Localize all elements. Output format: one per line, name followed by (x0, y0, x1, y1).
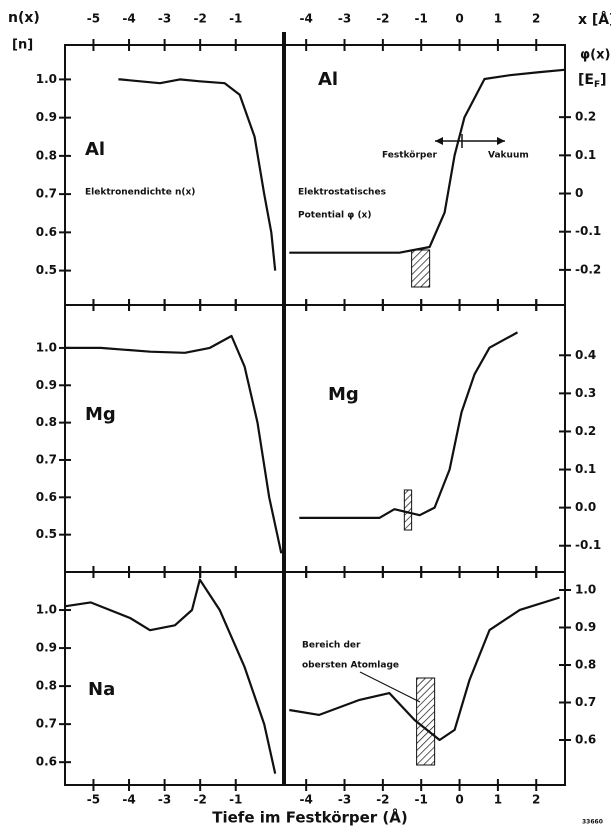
x-tick-label: 2 (532, 793, 540, 807)
frame (64, 44, 566, 786)
x-tick-label: -1 (229, 793, 242, 807)
x-tick-label: -2 (376, 12, 389, 26)
annotation: obersten Atomlage (302, 661, 399, 671)
x-tick-label: -4 (122, 793, 135, 807)
y-tick-label: 0.2 (575, 110, 596, 124)
x-tick-label: -1 (415, 12, 428, 26)
x-tick-label: -3 (158, 12, 171, 26)
y-tick-label: 0.8 (575, 658, 596, 672)
x-tick-label: -3 (158, 793, 171, 807)
y-tick-label: 0.8 (36, 679, 57, 693)
atom-layer-band (411, 249, 431, 288)
x-tick-label: 0 (455, 12, 463, 26)
y-tick-label: 0.7 (36, 187, 57, 201)
annotation: Al (318, 69, 338, 90)
right-y-unit: [EF] (578, 72, 607, 90)
left-y-unit: [n] (12, 38, 33, 53)
pointer (359, 671, 421, 703)
y-tick-label: 0.5 (36, 263, 57, 277)
y-tick-label: 0.9 (575, 620, 596, 634)
x-tick-label: -3 (338, 12, 351, 26)
x-tick-label: -4 (122, 12, 135, 26)
y-tick-label: 0.9 (36, 110, 57, 124)
curve (65, 334, 283, 554)
x-axis-title: Tiefe im Festkörper (Å) (212, 808, 408, 827)
y-tick-label: 1.0 (36, 340, 57, 354)
annotation: Vakuum (488, 151, 529, 161)
y-tick-label: 0.8 (36, 415, 57, 429)
y-tick-label: 0.8 (36, 148, 57, 162)
unit-part: [E (578, 72, 594, 88)
y-tick-label: 0.7 (36, 452, 57, 466)
x-tick-label: -2 (194, 793, 207, 807)
unit-sub: F (594, 80, 600, 90)
atom-layer-band (416, 677, 436, 766)
figure-code: 33660 (582, 819, 603, 826)
x-tick-label: -5 (87, 793, 100, 807)
left-y-title: n(x) (8, 10, 40, 26)
y-tick-label: 0.6 (575, 733, 596, 747)
x-tick-label: -2 (194, 12, 207, 26)
curve (118, 78, 277, 271)
curve (299, 331, 519, 519)
y-tick-label: -0.1 (575, 224, 601, 238)
y-tick-label: 0.7 (36, 717, 57, 731)
y-tick-label: -0.2 (575, 262, 601, 276)
y-tick-label: 0.0 (575, 500, 596, 514)
curve (289, 68, 565, 254)
y-tick-label: 0.2 (575, 424, 596, 438)
y-tick-label: 0.7 (575, 695, 596, 709)
annotation: Potential φ (x) (298, 211, 371, 221)
annotation: Mg (328, 384, 359, 405)
arrowheads (435, 137, 505, 145)
x-unit: x [Å] (578, 11, 611, 28)
y-tick-label: 0.5 (36, 527, 57, 541)
x-tick-label: 1 (494, 793, 502, 807)
y-tick-label: 0 (575, 186, 583, 200)
x-tick-label: -1 (415, 793, 428, 807)
y-tick-label: 1.0 (575, 583, 596, 597)
curve (289, 596, 560, 742)
x-tick-label: -4 (300, 12, 313, 26)
annotation: Festkörper (382, 151, 437, 161)
curve (65, 578, 277, 774)
x-tick-label: 2 (532, 12, 540, 26)
x-tick-label: -1 (229, 12, 242, 26)
annotation: Mg (85, 404, 116, 425)
y-tick-label: 1.0 (36, 72, 57, 86)
y-tick-label: 0.1 (575, 148, 596, 162)
x-tick-label: 1 (494, 12, 502, 26)
annotation: Na (88, 679, 115, 700)
x-tick-label: 0 (455, 793, 463, 807)
y-tick-label: 0.9 (36, 641, 57, 655)
annotation: Al (85, 139, 105, 160)
y-tick-label: 0.9 (36, 378, 57, 392)
y-tick-label: 0.6 (36, 225, 57, 239)
y-tick-label: 0.6 (36, 755, 57, 769)
unit-part: ] (600, 72, 606, 88)
atom-layer-band (403, 489, 413, 531)
x-tick-label: -3 (338, 793, 351, 807)
x-tick-label: -2 (376, 793, 389, 807)
y-tick-label: 0.3 (575, 386, 596, 400)
y-tick-label: -0.1 (575, 538, 601, 552)
y-tick-label: 1.0 (36, 603, 57, 617)
x-tick-label: -4 (300, 793, 313, 807)
y-tick-label: 0.6 (36, 490, 57, 504)
annotation: Elektronendichte n(x) (85, 188, 195, 198)
annotation: Elektrostatisches (298, 188, 386, 198)
x-tick-label: -5 (87, 12, 100, 26)
right-y-title: φ(x) (580, 48, 610, 63)
y-tick-label: 0.1 (575, 462, 596, 476)
annotation: Bereich der (302, 641, 361, 651)
y-tick-label: 0.4 (575, 348, 596, 362)
